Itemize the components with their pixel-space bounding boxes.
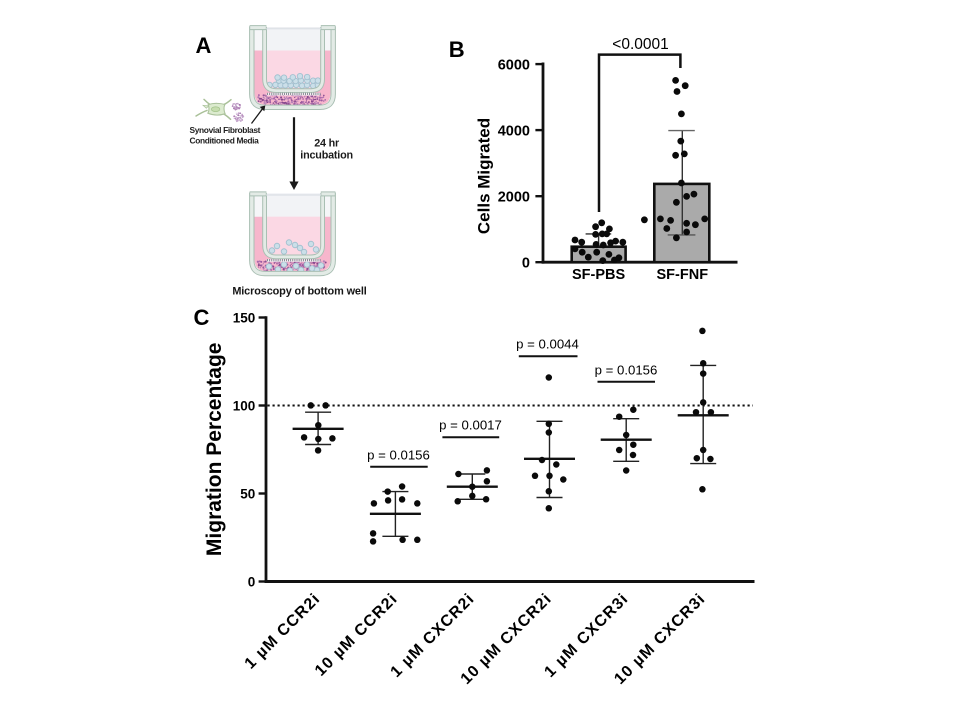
svg-text:2000: 2000 (498, 189, 530, 205)
svg-text:<0.0001: <0.0001 (612, 36, 668, 53)
svg-text:SF-FNF: SF-FNF (657, 267, 709, 283)
svg-text:Conditioned Media: Conditioned Media (190, 136, 260, 146)
svg-text:Synovial Fibroblast: Synovial Fibroblast (190, 125, 261, 135)
svg-text:0: 0 (248, 574, 256, 589)
svg-text:50: 50 (240, 486, 255, 501)
svg-text:1 µM CCR2i: 1 µM CCR2i (242, 590, 324, 672)
svg-text:4000: 4000 (498, 123, 530, 139)
svg-text:incubation: incubation (300, 150, 353, 162)
svg-text:C: C (194, 305, 210, 330)
svg-text:p = 0.0156: p = 0.0156 (595, 363, 658, 378)
svg-text:p = 0.0017: p = 0.0017 (439, 418, 502, 433)
svg-text:Microscopy of bottom well: Microscopy of bottom well (232, 286, 366, 298)
svg-text:150: 150 (233, 310, 256, 325)
svg-text:1 µM CXCR2i: 1 µM CXCR2i (388, 590, 479, 681)
svg-text:Migration Percentage: Migration Percentage (203, 343, 226, 557)
svg-text:1 µM CXCR3i: 1 µM CXCR3i (541, 590, 632, 681)
svg-text:6000: 6000 (498, 57, 530, 73)
svg-text:SF-PBS: SF-PBS (572, 267, 626, 283)
svg-text:B: B (449, 37, 465, 62)
svg-text:10 µM CCR2i: 10 µM CCR2i (312, 590, 401, 679)
svg-text:0: 0 (522, 255, 530, 271)
svg-text:Cells Migrated: Cells Migrated (475, 118, 494, 234)
svg-text:A: A (196, 33, 212, 58)
svg-text:100: 100 (233, 398, 256, 413)
svg-text:p = 0.0044: p = 0.0044 (516, 337, 579, 352)
svg-text:p = 0.0156: p = 0.0156 (367, 448, 430, 463)
svg-text:24 hr: 24 hr (314, 138, 340, 150)
